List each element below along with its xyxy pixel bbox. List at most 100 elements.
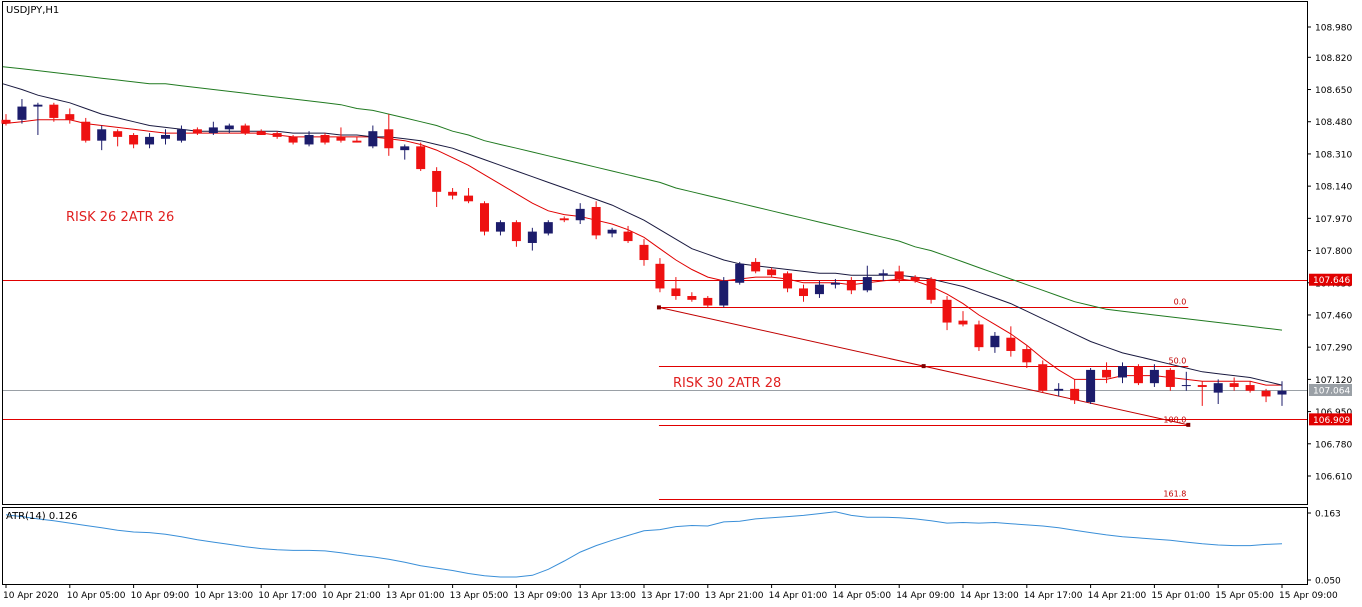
candle-body: [1149, 369, 1159, 384]
time-tick-label: 10 Apr 09:00: [131, 591, 190, 601]
candle-body: [432, 170, 442, 192]
candle-body: [1229, 383, 1239, 387]
candle: [1022, 345, 1032, 369]
fib-level-label: 0.0: [1174, 298, 1187, 307]
candle: [97, 125, 107, 151]
candle-body: [639, 244, 649, 261]
candle-body: [1277, 390, 1287, 395]
candle-body: [926, 278, 936, 300]
candle-body: [735, 263, 745, 283]
candle-body: [384, 129, 394, 149]
risk-annotation: RISK 30 2ATR 28: [673, 376, 781, 391]
price-tick-label: 108.480: [1315, 118, 1352, 128]
risk-annotation: RISK 26 2ATR 26: [66, 210, 174, 225]
time-tick-label: 10 Apr 2020: [3, 591, 59, 601]
candle-body: [1213, 383, 1223, 393]
candle: [1229, 377, 1239, 391]
price-tick-label: 107.120: [1315, 376, 1352, 386]
candle: [1261, 388, 1271, 403]
price-tick-label: 107.970: [1315, 215, 1352, 225]
candle: [623, 225, 633, 243]
candle-body: [1118, 366, 1127, 378]
price-tick-label: 108.980: [1315, 24, 1352, 34]
candle-body: [878, 273, 888, 276]
candle-body: [161, 134, 170, 139]
time-tick-label: 15 Apr 05:00: [1215, 591, 1274, 601]
candle: [17, 98, 27, 124]
candle-body: [607, 229, 617, 234]
candle: [783, 271, 793, 293]
candle: [320, 133, 330, 145]
candle: [591, 201, 601, 240]
candle: [1277, 381, 1287, 406]
candle-body: [687, 296, 697, 300]
candle: [527, 227, 537, 251]
candle: [559, 216, 569, 223]
candle: [1086, 368, 1096, 405]
candle: [655, 258, 665, 293]
candle-body: [543, 222, 553, 234]
time-tick-label: 14 Apr 13:00: [960, 591, 1019, 601]
candle-body: [272, 133, 282, 137]
time-tick-label: 13 Apr 17:00: [641, 591, 700, 601]
candle: [145, 133, 155, 149]
price-tag: [1309, 273, 1352, 286]
candle: [1213, 379, 1223, 405]
candle: [751, 258, 761, 274]
candle-body: [129, 134, 139, 145]
candle: [368, 125, 378, 149]
price-tick-label: 106.950: [1315, 408, 1352, 418]
candle-body: [942, 299, 952, 323]
fib-anchor-point: [1186, 422, 1191, 427]
candle: [607, 227, 617, 238]
candle-body: [1086, 369, 1096, 403]
candle: [719, 277, 729, 308]
candle-body: [1133, 366, 1143, 384]
time-tick-label: 13 Apr 09:00: [513, 591, 572, 601]
price-tag-label: 106.909: [1313, 416, 1350, 426]
candle: [1245, 381, 1255, 393]
price-tick-label: 108.310: [1315, 150, 1352, 160]
candle: [1054, 383, 1064, 397]
candle-body: [1006, 337, 1016, 351]
candle-body: [623, 231, 633, 242]
candle-body: [145, 136, 155, 145]
candle: [113, 129, 123, 147]
candle-body: [1022, 349, 1032, 363]
time-tick-label: 13 Apr 05:00: [450, 591, 509, 601]
candle: [336, 127, 346, 143]
candle: [272, 131, 282, 139]
candle-body: [416, 146, 426, 170]
candle: [543, 220, 553, 236]
candle: [176, 125, 186, 143]
candle: [671, 277, 681, 300]
time-tick-label: 10 Apr 17:00: [258, 591, 317, 601]
candle: [862, 265, 872, 293]
candle-body: [352, 140, 362, 143]
candle-body: [65, 114, 75, 120]
candle: [432, 167, 442, 207]
candle-body: [400, 146, 410, 151]
candle-body: [719, 280, 729, 306]
price-tick-label: 107.800: [1315, 247, 1352, 257]
candle-body: [1181, 385, 1191, 387]
candle-body: [1, 119, 11, 124]
candle-body: [1038, 364, 1048, 391]
candle-body: [846, 280, 856, 291]
indicator-label: ATR(14) 0.126: [6, 511, 77, 522]
candle-body: [591, 206, 601, 236]
candle: [384, 114, 394, 156]
candle: [224, 123, 234, 134]
indicator-panel-frame: [2, 507, 1308, 585]
candle-body: [751, 261, 761, 272]
time-tick-label: 10 Apr 13:00: [194, 591, 253, 601]
time-tick-label: 14 Apr 09:00: [896, 591, 955, 601]
candle: [1102, 362, 1112, 384]
candle: [1165, 368, 1175, 391]
indicator-tick-label: 0.163: [1315, 510, 1341, 520]
candle-body: [511, 222, 521, 242]
candle: [942, 296, 952, 331]
time-tick-label: 10 Apr 05:00: [67, 591, 126, 601]
candle-body: [224, 125, 234, 130]
